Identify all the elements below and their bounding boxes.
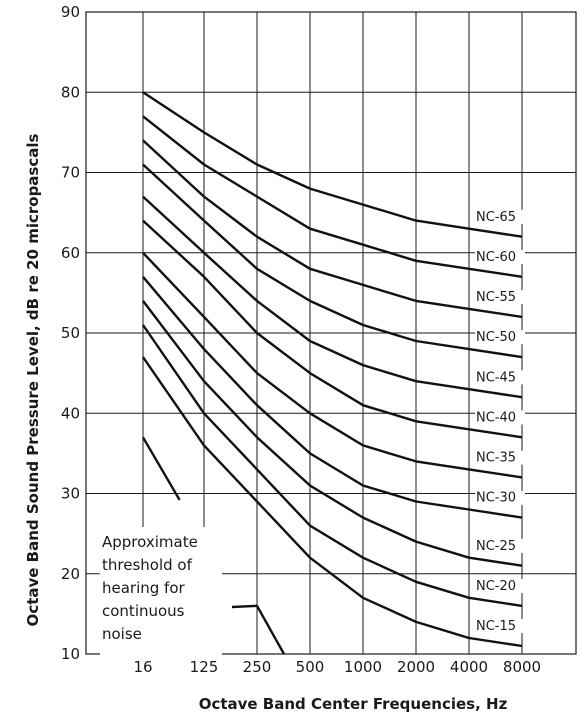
x-axis-ticks: 16 125 250 500 1000 2000 4000 8000: [133, 658, 541, 676]
series-label-nc-65: NC-65: [476, 210, 516, 225]
series-label-bg: [475, 450, 525, 465]
series-label-bg: [475, 330, 525, 345]
series-label-nc-35: NC-35: [476, 451, 516, 466]
x-tick-label: 250: [243, 658, 272, 676]
x-tick-label: 1000: [344, 658, 382, 676]
series-label-nc-25: NC-25: [476, 539, 516, 554]
y-tick-label: 30: [61, 485, 80, 503]
series-label-nc-15: NC-15: [476, 619, 516, 634]
x-tick-label: 500: [296, 658, 325, 676]
threshold-label-line: Approximate: [102, 533, 198, 551]
series-label-nc-60: NC-60: [476, 250, 516, 265]
y-tick-label: 80: [61, 83, 80, 101]
x-tick-label: 8000: [503, 658, 541, 676]
threshold-segment: [231, 604, 258, 609]
y-tick-label: 90: [61, 3, 80, 21]
y-tick-label: 20: [61, 565, 80, 583]
series-line-nc-55: [142, 139, 523, 319]
threshold-curve: [141, 436, 286, 655]
series-line-nc-20: [142, 324, 523, 608]
threshold-segment: [255, 605, 286, 655]
series-line-nc-60: [142, 115, 523, 278]
threshold-label-line: continuous: [102, 602, 185, 620]
y-tick-label: 50: [61, 324, 80, 342]
series-label-nc-45: NC-45: [476, 370, 516, 385]
series-label-bg: [475, 490, 525, 505]
y-axis-ticks: 90 80 70 60 50 40 30 20 10: [61, 3, 80, 663]
y-tick-label: 60: [61, 244, 80, 262]
series-label-nc-55: NC-55: [476, 290, 516, 305]
curve-labels: NC-65 NC-60 NC-55 NC-50 NC-45 NC-40 NC-35 NC-30…: [475, 209, 525, 634]
series-label-bg: [475, 410, 525, 425]
series-line-nc-40: [142, 219, 523, 439]
series-line-nc-65: [142, 91, 523, 238]
x-tick-label: 125: [190, 658, 219, 676]
threshold-label-line: threshold of: [102, 556, 193, 574]
threshold-label-bg: [100, 527, 222, 657]
series-label-nc-30: NC-30: [476, 491, 516, 506]
series-line-nc-15: [142, 356, 523, 648]
series-label-nc-20: NC-20: [476, 579, 516, 594]
series-label-bg: [475, 290, 525, 305]
series-label-nc-40: NC-40: [476, 410, 516, 425]
y-axis-title: Octave Band Sound Pressure Level, dB re …: [24, 133, 42, 626]
series-label-bg: [475, 538, 525, 553]
x-tick-label: 16: [133, 658, 152, 676]
series-line-nc-25: [142, 300, 523, 567]
series-line-nc-30: [142, 276, 523, 519]
series-label-bg: [475, 619, 525, 634]
series-label-nc-50: NC-50: [476, 330, 516, 345]
y-tick-label: 10: [61, 645, 80, 663]
x-axis-title: Octave Band Center Frequencies, Hz: [199, 695, 508, 713]
x-tick-label: 4000: [450, 658, 488, 676]
series-line-nc-35: [142, 251, 523, 479]
threshold-label-line: hearing for: [102, 579, 186, 597]
series-label-bg: [475, 370, 525, 385]
nc-curves: [142, 91, 523, 648]
series-line-nc-45: [142, 195, 523, 399]
series-line-nc-50: [142, 163, 523, 359]
x-tick-label: 2000: [397, 658, 435, 676]
y-tick-label: 70: [61, 164, 80, 182]
threshold-annotation: Approximate threshold of hearing for contin…: [100, 527, 222, 657]
series-label-bg: [475, 578, 525, 593]
threshold-segment: [141, 436, 181, 501]
series-label-bg: [475, 249, 525, 264]
y-tick-label: 40: [61, 404, 80, 422]
threshold-label-line: noise: [102, 625, 142, 643]
series-label-bg: [475, 209, 525, 224]
